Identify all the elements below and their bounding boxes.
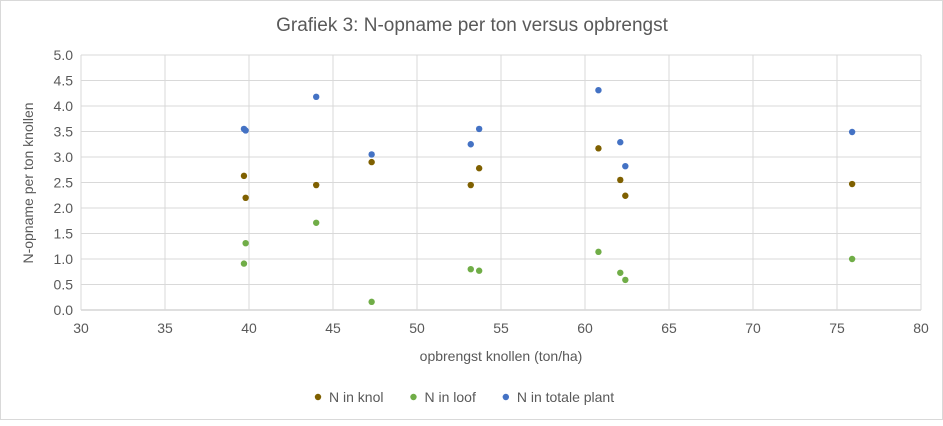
x-tick-label: 30 [73,320,89,336]
legend-marker [502,393,510,401]
data-point-n-in-knol [475,165,483,172]
x-tick-label: 45 [325,320,341,336]
data-point-n-in-loof [240,260,248,267]
data-point-n-in-loof [242,239,249,247]
data-point-n-in-loof [622,276,629,284]
x-tick-label: 55 [493,320,509,336]
data-point-n-in-knol [368,158,375,166]
data-point-n-in-totale-plant [368,151,375,158]
legend-label: N in loof [424,389,475,405]
data-point-n-in-loof [848,255,856,263]
data-point-n-in-knol [467,181,474,189]
data-point-n-in-totale-plant [475,125,483,133]
x-tick-label: 65 [661,320,677,336]
y-tick-label: 3.5 [54,124,74,140]
y-tick-label: 1.5 [54,226,74,242]
y-tick-label: 1.0 [54,251,74,267]
y-tick-label: 2.5 [54,175,74,191]
data-point-n-in-knol [622,192,629,199]
data-point-n-in-loof [475,267,483,274]
data-point-n-in-loof [617,269,624,276]
y-tick-label: 4.0 [54,98,74,114]
y-tick-label: 2.0 [54,200,74,216]
data-point-n-in-knol [848,180,856,188]
data-point-n-in-totale-plant [242,127,249,134]
data-point-n-in-knol [617,176,624,184]
data-point-n-in-loof [467,266,474,273]
legend-label: N in totale plant [517,389,614,405]
y-axis-label: N-opname per ton knollen [20,102,36,263]
y-tick-label: 5.0 [54,47,74,63]
data-point-n-in-totale-plant [595,86,602,94]
data-point-n-in-knol [240,172,248,180]
data-point-n-in-loof [595,248,602,256]
data-point-n-in-totale-plant [848,128,856,136]
legend-marker [410,393,417,401]
y-tick-label: 3.0 [54,149,74,165]
x-axis-label: opbrengst knollen (ton/ha) [420,348,583,364]
data-point-n-in-knol [313,181,320,189]
data-point-n-in-totale-plant [617,139,624,146]
x-tick-label: 70 [745,320,761,336]
data-point-n-in-knol [595,145,602,152]
chart-title: Grafiek 3: N-opname per ton versus opbre… [276,15,669,36]
legend: N in knol N in loof N in totale plant [314,389,614,405]
data-point-n-in-loof [313,219,320,226]
x-tick-label: 60 [577,320,593,336]
data-point-n-in-totale-plant [313,93,320,101]
y-tick-label: 4.5 [54,73,74,89]
data-point-n-in-totale-plant [467,141,474,148]
legend-label: N in knol [329,389,383,405]
data-point-n-in-knol [242,194,249,201]
x-tick-label: 50 [409,320,425,336]
x-tick-label: 40 [241,320,257,336]
x-tick-label: 80 [913,320,929,336]
data-point-n-in-totale-plant [622,162,629,170]
y-tick-label: 0.5 [54,277,74,293]
legend-marker [314,393,322,401]
y-tick-label: 0.0 [54,302,74,318]
x-tick-label: 35 [157,320,173,336]
data-point-n-in-loof [368,298,375,306]
x-tick-label: 75 [829,320,845,336]
